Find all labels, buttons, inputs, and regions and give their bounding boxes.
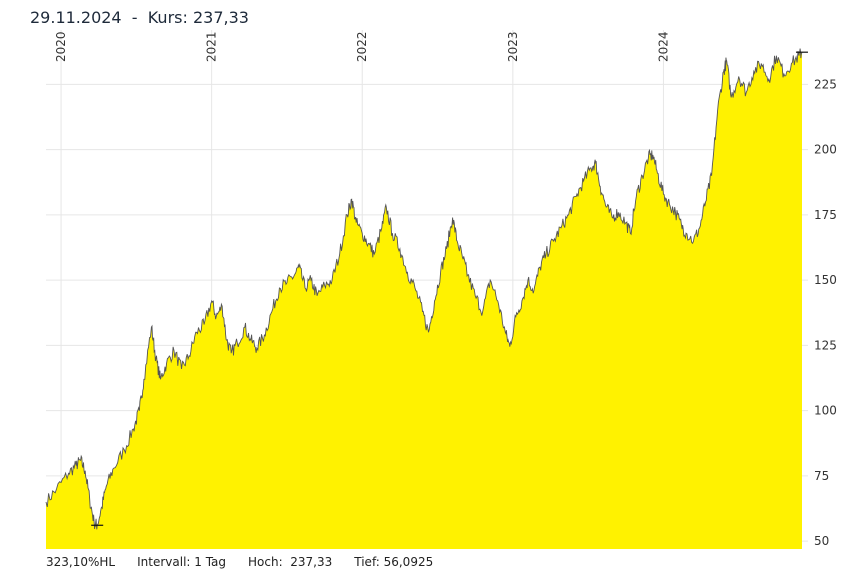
x-tick-label: 2023 xyxy=(506,31,520,62)
y-tick-label: 150 xyxy=(814,273,837,287)
header-price-value: 237,33 xyxy=(192,8,249,27)
footer-low: Tief: 56,0925 xyxy=(354,555,434,569)
footer-interval: Intervall: 1 Tag xyxy=(137,555,227,569)
x-tick-label: 2021 xyxy=(205,31,219,62)
x-tick-label: 2022 xyxy=(355,31,369,62)
header-date: 29.11.2024 xyxy=(30,8,122,27)
extreme-markers xyxy=(91,51,808,526)
header-separator: - xyxy=(131,8,138,27)
footer-performance: 323,10%HL xyxy=(46,555,116,569)
footer-high: Hoch: 237,33 xyxy=(248,555,333,569)
y-tick-label: 50 xyxy=(814,534,829,548)
y-tick-label: 75 xyxy=(814,469,829,483)
y-axis-ticks: 50 75 100 125 150 175 200 225 xyxy=(814,77,837,548)
x-axis-ticks: 2020 2021 2022 2023 2024 xyxy=(54,31,670,62)
header-price-label: Kurs: xyxy=(147,8,188,27)
y-tick-label: 225 xyxy=(814,77,837,91)
x-tick-label: 2024 xyxy=(656,31,670,62)
price-area xyxy=(46,48,802,549)
x-tick-label: 2020 xyxy=(54,31,68,62)
chart-footer: 323,10%HL Intervall: 1 Tag Hoch: 237,33 Tie… xyxy=(46,555,455,569)
price-line xyxy=(45,48,803,530)
y-tick-label: 100 xyxy=(814,404,837,418)
y-tick-label: 175 xyxy=(814,208,837,222)
y-tick-label: 200 xyxy=(814,143,837,157)
y-tick-label: 125 xyxy=(814,338,837,352)
chart-header: 29.11.2024 - Kurs: 237,33 xyxy=(30,8,249,27)
